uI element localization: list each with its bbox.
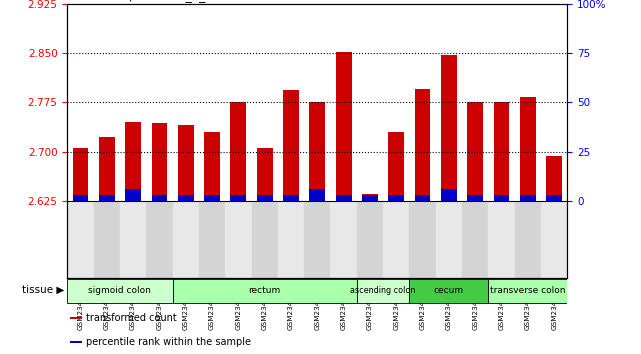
Bar [494, 195, 510, 201]
Bar [520, 97, 536, 201]
Bar [310, 189, 325, 201]
Bar [99, 195, 115, 201]
Bar [546, 156, 562, 201]
Text: transverse colon: transverse colon [490, 286, 565, 295]
Bar [336, 195, 351, 201]
FancyBboxPatch shape [488, 279, 567, 303]
Text: GDS3141 / 241652_x_at: GDS3141 / 241652_x_at [67, 0, 219, 2]
Bar [178, 195, 194, 201]
Bar [70, 341, 83, 343]
Bar [441, 55, 457, 201]
Bar [441, 189, 457, 201]
Bar [331, 4, 357, 278]
Text: ascending colon: ascending colon [351, 286, 416, 295]
Bar [520, 195, 536, 201]
Bar [410, 4, 436, 278]
Bar [362, 195, 378, 201]
Bar [204, 132, 220, 201]
FancyBboxPatch shape [67, 279, 172, 303]
Bar [515, 4, 541, 278]
Bar [546, 195, 562, 201]
Bar [336, 52, 351, 201]
Bar [172, 4, 199, 278]
Bar [388, 195, 404, 201]
Bar [388, 132, 404, 201]
Bar [283, 195, 299, 201]
Bar [204, 195, 220, 201]
Bar [257, 195, 272, 201]
Bar [120, 4, 146, 278]
Bar [251, 4, 278, 278]
Bar [283, 91, 299, 201]
Bar [94, 4, 120, 278]
Bar [125, 122, 141, 201]
Bar [257, 148, 272, 201]
Bar [383, 4, 410, 278]
Bar [362, 194, 378, 201]
Bar [125, 189, 141, 201]
Bar [488, 4, 515, 278]
FancyBboxPatch shape [357, 279, 410, 303]
FancyBboxPatch shape [172, 279, 357, 303]
Bar [72, 148, 88, 201]
Bar [178, 125, 194, 201]
Bar [231, 102, 246, 201]
Text: transformed count: transformed count [87, 313, 177, 323]
Bar [278, 4, 304, 278]
Bar [310, 102, 325, 201]
Bar [225, 4, 251, 278]
Bar [467, 102, 483, 201]
Bar [494, 102, 510, 201]
Bar [99, 137, 115, 201]
Bar [415, 89, 431, 201]
Bar [67, 4, 567, 201]
Text: cecum: cecum [434, 286, 464, 295]
Bar [67, 4, 94, 278]
Bar [304, 4, 331, 278]
Bar [357, 4, 383, 278]
Bar [541, 4, 567, 278]
Bar [462, 4, 488, 278]
Bar [231, 195, 246, 201]
Bar [151, 195, 167, 201]
Bar [415, 195, 431, 201]
Bar [467, 195, 483, 201]
Text: percentile rank within the sample: percentile rank within the sample [87, 337, 251, 347]
Bar [436, 4, 462, 278]
Bar [72, 195, 88, 201]
Text: sigmoid colon: sigmoid colon [88, 286, 151, 295]
Bar [146, 4, 172, 278]
Text: rectum: rectum [249, 286, 281, 295]
Bar [151, 123, 167, 201]
Bar [70, 318, 83, 319]
FancyBboxPatch shape [410, 279, 488, 303]
Text: tissue ▶: tissue ▶ [22, 285, 64, 295]
Bar [199, 4, 225, 278]
